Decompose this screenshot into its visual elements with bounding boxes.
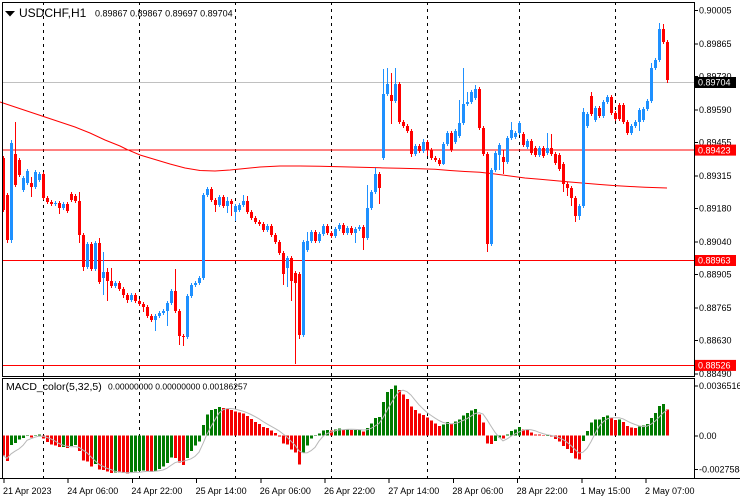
- svg-text:0.89455: 0.89455: [699, 138, 732, 148]
- svg-text:25 Apr 14:00: 25 Apr 14:00: [196, 486, 247, 496]
- svg-text:-0.0027584: -0.0027584: [699, 465, 740, 475]
- svg-text:0.90005: 0.90005: [699, 6, 732, 16]
- svg-text:0.88526: 0.88526: [698, 361, 731, 371]
- svg-text:21 Apr 2023: 21 Apr 2023: [3, 486, 52, 496]
- svg-text:0.0036516: 0.0036516: [699, 381, 740, 391]
- svg-text:0.89315: 0.89315: [699, 171, 732, 181]
- svg-text:0.89730: 0.89730: [699, 72, 732, 82]
- svg-text:0.00: 0.00: [699, 431, 717, 441]
- svg-text:28 Apr 22:00: 28 Apr 22:00: [517, 486, 568, 496]
- svg-text:0.89704: 0.89704: [698, 78, 731, 88]
- svg-text:0.00000000 0.00000000 0.001862: 0.00000000 0.00000000 0.00186257: [108, 382, 248, 392]
- svg-text:26 Apr 06:00: 26 Apr 06:00: [260, 486, 311, 496]
- svg-text:0.89040: 0.89040: [699, 237, 732, 247]
- svg-text:0.88630: 0.88630: [699, 336, 732, 346]
- svg-text:0.89590: 0.89590: [699, 105, 732, 115]
- svg-text:0.88905: 0.88905: [699, 270, 732, 280]
- svg-text:0.89865: 0.89865: [699, 39, 732, 49]
- svg-text:MACD_color(5,32,5): MACD_color(5,32,5): [6, 381, 102, 393]
- svg-text:2 May 07:00: 2 May 07:00: [645, 486, 695, 496]
- svg-text:0.88490: 0.88490: [699, 369, 732, 379]
- svg-text:27 Apr 14:00: 27 Apr 14:00: [388, 486, 439, 496]
- svg-text:24 Apr 22:00: 24 Apr 22:00: [131, 486, 182, 496]
- svg-text:0.89423: 0.89423: [698, 145, 731, 155]
- svg-text:0.89867 0.89867 0.89697 0.8970: 0.89867 0.89867 0.89697 0.89704: [95, 9, 233, 19]
- svg-text:24 Apr 06:00: 24 Apr 06:00: [67, 486, 118, 496]
- svg-text:0.88765: 0.88765: [699, 303, 732, 313]
- svg-text:0.89180: 0.89180: [699, 204, 732, 214]
- svg-text:0.88963: 0.88963: [698, 256, 731, 266]
- svg-text:28 Apr 06:00: 28 Apr 06:00: [452, 486, 503, 496]
- svg-text:1 May 15:00: 1 May 15:00: [581, 486, 631, 496]
- svg-text:USDCHF,H1: USDCHF,H1: [19, 6, 87, 20]
- svg-text:26 Apr 22:00: 26 Apr 22:00: [324, 486, 375, 496]
